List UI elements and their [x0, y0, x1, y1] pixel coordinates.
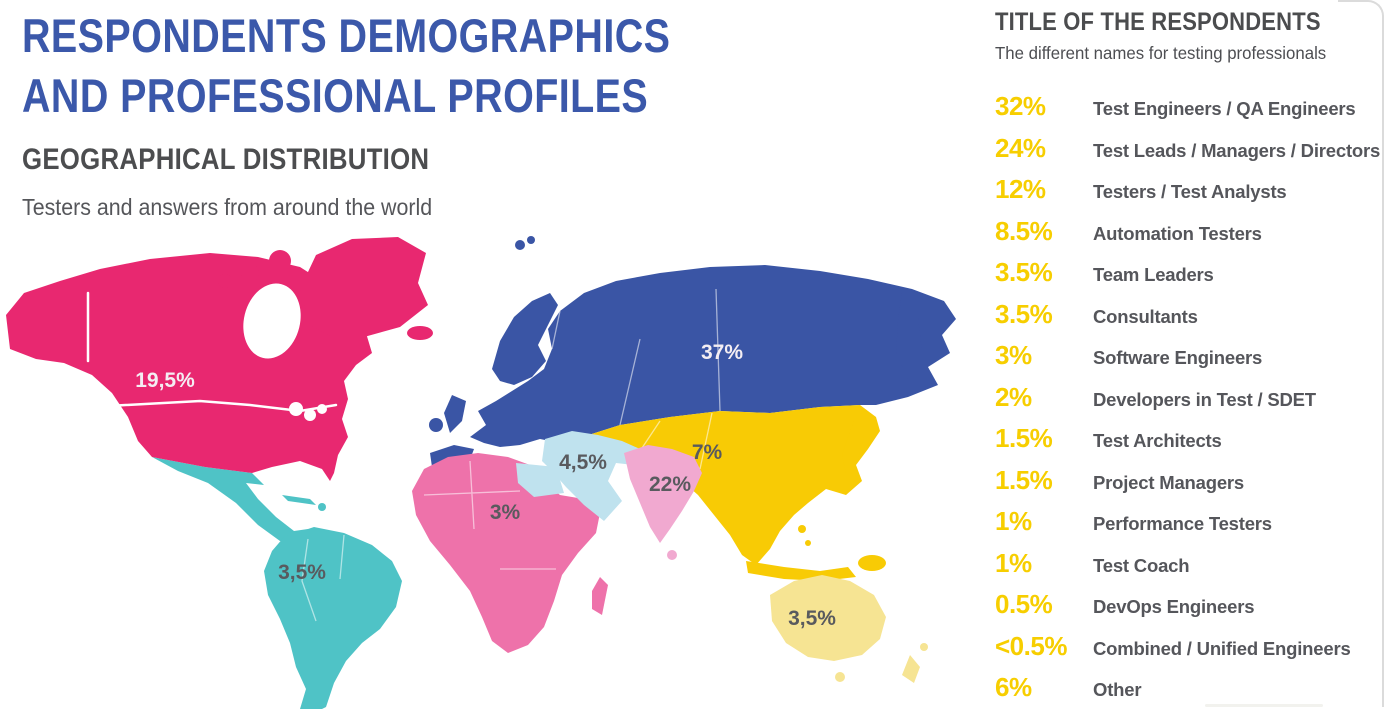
- item-label: Software Engineers: [1093, 347, 1263, 368]
- geo-section-heading: GEOGRAPHICAL DISTRIBUTION: [22, 143, 430, 176]
- item-label: Team Leaders: [1093, 264, 1214, 285]
- item-label: Performance Testers: [1093, 513, 1272, 534]
- item-label: Other: [1093, 679, 1142, 700]
- item-percentage: 3.5%: [995, 257, 1053, 287]
- item-percentage: 32%: [995, 91, 1046, 121]
- map-label-australia-oceania: 3,5%: [788, 607, 836, 630]
- item-percentage: 12%: [995, 174, 1046, 204]
- item-label: Testers / Test Analysts: [1093, 181, 1287, 202]
- item-percentage: 3%: [995, 340, 1032, 370]
- list-item: 3.5% Consultants: [995, 298, 1375, 329]
- region-australia-oceania: [770, 575, 928, 683]
- list-item: 2% Developers in Test / SDET: [995, 381, 1375, 412]
- item-percentage: <0.5%: [995, 630, 1067, 661]
- list-item: 3.5% Team Leaders: [995, 257, 1375, 287]
- item-percentage: 1.5%: [995, 423, 1053, 453]
- item-label: Test Engineers / QA Engineers: [1093, 98, 1356, 119]
- map-label-middle-east: 4,5%: [559, 451, 607, 474]
- item-label: Combined / Unified Engineers: [1093, 637, 1351, 659]
- list-item: 1% Performance Testers: [995, 506, 1375, 536]
- region-india: [624, 445, 702, 560]
- region-asia-east: [576, 405, 886, 581]
- item-label: DevOps Engineers: [1093, 596, 1255, 617]
- page-title-line1: RESPONDENTS DEMOGRAPHICS: [22, 9, 671, 62]
- geo-section-subheading: Testers and answers from around the worl…: [22, 194, 433, 220]
- region-africa: [412, 453, 608, 653]
- item-label: Test Coach: [1093, 554, 1190, 576]
- page-title-line2: AND PROFESSIONAL PROFILES: [22, 69, 649, 122]
- map-label-india: 22%: [649, 473, 691, 496]
- list-item: 8.5% Automation Testers: [995, 215, 1375, 246]
- map-label-north-america: 19,5%: [135, 369, 195, 392]
- list-item: 3% Software Engineers: [995, 340, 1375, 370]
- item-percentage: 3.5%: [995, 298, 1053, 329]
- item-label: Automation Testers: [1093, 222, 1262, 244]
- item-label: Test Architects: [1093, 430, 1222, 451]
- item-label: Developers in Test / SDET: [1093, 388, 1316, 410]
- item-percentage: 24%: [995, 132, 1046, 163]
- item-percentage: 1.5%: [995, 464, 1053, 495]
- list-item: 0.5% DevOps Engineers: [995, 589, 1375, 619]
- region-south-america: [152, 457, 402, 709]
- item-percentage: 1%: [995, 506, 1032, 536]
- list-item: 1% Test Coach: [995, 547, 1375, 578]
- region-middle-east: [516, 431, 640, 521]
- map-label-asia-east: 7%: [692, 441, 723, 464]
- item-percentage: 2%: [995, 381, 1032, 412]
- item-percentage: 8.5%: [995, 215, 1053, 246]
- world-map-container: 19,5% 37% 7% 22% 4,5% 3% 3,5% 3,5%: [0, 229, 985, 709]
- titles-panel-subheading: The different names for testing professi…: [995, 43, 1327, 63]
- region-north-america: [6, 237, 433, 481]
- item-percentage: 0.5%: [995, 589, 1053, 619]
- region-europe-russia: [429, 236, 956, 475]
- list-item: 12% Testers / Test Analysts: [995, 174, 1375, 204]
- titles-panel: TITLE OF THE RESPONDENTS The different n…: [995, 8, 1380, 702]
- list-item: 1.5% Project Managers: [995, 464, 1375, 495]
- map-label-europe-russia: 37%: [701, 341, 743, 364]
- item-percentage: 1%: [995, 547, 1032, 578]
- titles-panel-heading: TITLE OF THE RESPONDENTS: [995, 8, 1321, 36]
- map-label-africa: 3%: [490, 501, 521, 524]
- map-label-south-america: 3,5%: [278, 561, 326, 584]
- item-label: Consultants: [1093, 305, 1198, 327]
- item-label: Test Leads / Managers / Directors: [1093, 139, 1381, 161]
- item-label: Project Managers: [1093, 471, 1245, 493]
- list-item: 6% Other: [995, 672, 1375, 702]
- list-item: 32% Test Engineers / QA Engineers: [995, 91, 1375, 121]
- section-divider: [1205, 704, 1323, 707]
- titles-list: 32% Test Engineers / QA Engineers 24% Test…: [995, 91, 1380, 702]
- list-item: 1.5% Test Architects: [995, 423, 1375, 453]
- list-item: 24% Test Leads / Managers / Directors: [995, 132, 1380, 163]
- item-percentage: 6%: [995, 672, 1032, 702]
- list-item: <0.5% Combined / Unified Engineers: [995, 630, 1375, 661]
- world-map: 19,5% 37% 7% 22% 4,5% 3% 3,5% 3,5%: [6, 236, 956, 709]
- page-title: RESPONDENTS DEMOGRAPHICS AND PROFESSIONA…: [22, 6, 670, 126]
